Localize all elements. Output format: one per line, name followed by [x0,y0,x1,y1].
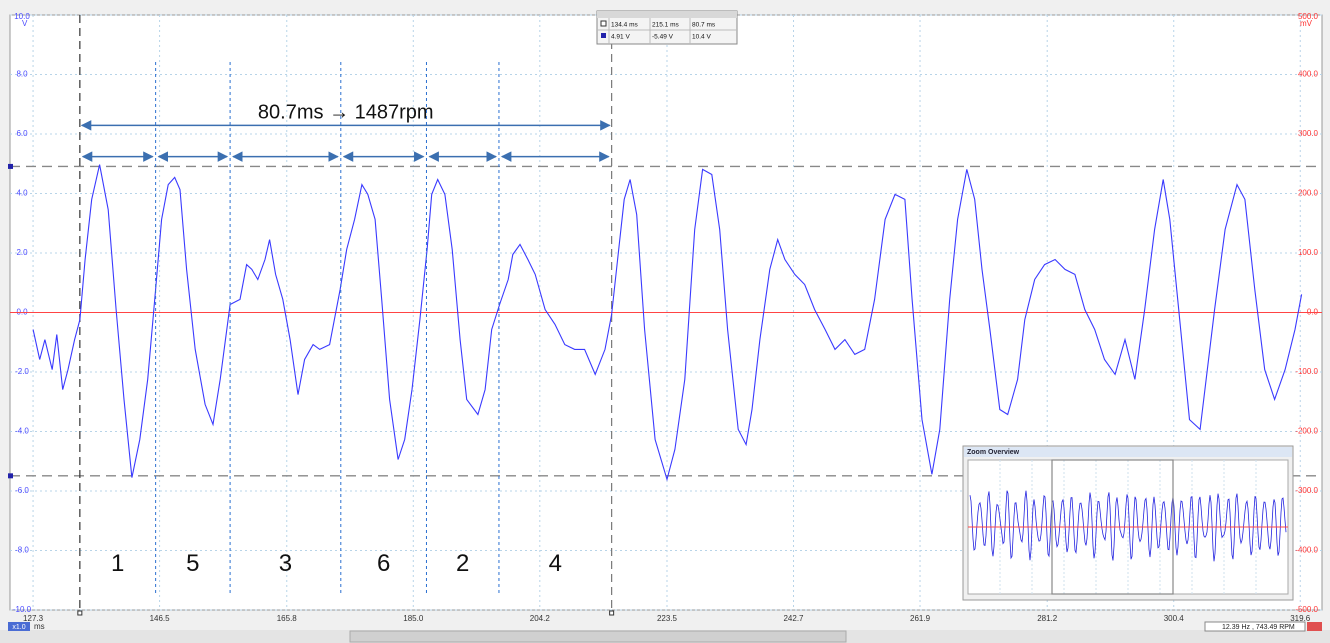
cylinder-label: 1 [111,550,124,577]
y2-tick-label: -200.0 [1295,427,1318,436]
scale-button[interactable] [8,622,30,631]
cursor-handle [8,163,13,169]
status-text: 12.39 Hz , 743.49 RPM [1222,624,1295,631]
cursor-table[interactable] [596,10,738,45]
cursor-table-cell: -5.49 V [652,34,674,41]
y2-button[interactable] [1307,622,1322,631]
x-tick-label: 146.5 [150,614,171,623]
cursor-table-cell: 215.1 ms [652,22,679,29]
trace [32,164,1303,482]
y-tick-label: -4.0 [15,427,29,436]
y-tick-label: 4.0 [16,189,28,198]
cursor-table-cell: 134.4 ms [611,22,638,29]
y2-tick-label: 400.0 [1298,70,1319,79]
y2-tick-label: -500.0 [1295,605,1318,614]
y2-tick-label: 500.0 [1298,12,1319,21]
y-unit: V [22,19,28,28]
x-tick-label: 204.2 [530,614,551,623]
y2-tick-label: -100.0 [1295,367,1318,376]
cylinder-label: 2 [456,550,469,577]
cylinder-label: 3 [279,550,292,577]
y-tick-label: 2.0 [16,248,28,257]
x-tick-label: 242.7 [783,614,804,623]
x-tick-label: 300.4 [1164,614,1185,623]
overview-window [1051,459,1174,595]
cylinder-label: 6 [377,550,390,577]
scale-button-label: x1.0 [12,624,25,631]
y2-tick-label: 300.0 [1298,129,1319,138]
y-tick-label: 10.0 [14,12,30,21]
cursor-handle [8,473,13,479]
x-tick-label: 319.6 [1290,614,1311,623]
period-label: 80.7ms → 1487rpm [258,102,434,124]
y-tick-label: -10.0 [13,605,32,614]
cursor-handle [609,610,615,616]
x-unit: ms [34,622,45,631]
x-tick-label: 223.5 [657,614,678,623]
y-tick-label: -8.0 [15,546,29,555]
y-tick-label: -2.0 [15,367,29,376]
y2-tick-label: 200.0 [1298,189,1319,198]
cursor-handle [77,610,83,616]
status-box [1204,621,1306,632]
cursor-table-cell: 80.7 ms [692,22,716,29]
x-tick-label: 281.2 [1037,614,1058,623]
y2-unit: mV [1300,19,1313,28]
y2-tick-label: -300.0 [1295,486,1318,495]
zoom-overview-title: Zoom Overview [967,449,1020,456]
scroll-thumb[interactable] [349,630,847,643]
x-tick-label: 127.3 [23,614,44,623]
y2-tick-label: -400.0 [1295,546,1318,555]
y2-tick-label: 100.0 [1298,248,1319,257]
overview-trace [969,490,1287,562]
x-tick-label: 165.8 [277,614,298,623]
y-tick-label: -6.0 [15,486,29,495]
y-tick-label: 8.0 [16,70,28,79]
cylinder-label: 4 [549,550,562,577]
cursor-table-cell: 4.91 V [611,34,630,41]
x-tick-label: 185.0 [403,614,424,623]
x-tick-label: 261.9 [910,614,931,623]
y-tick-label: 6.0 [16,129,28,138]
cylinder-label: 5 [186,550,199,577]
cursor-table-cell: 10.4 V [692,34,711,41]
